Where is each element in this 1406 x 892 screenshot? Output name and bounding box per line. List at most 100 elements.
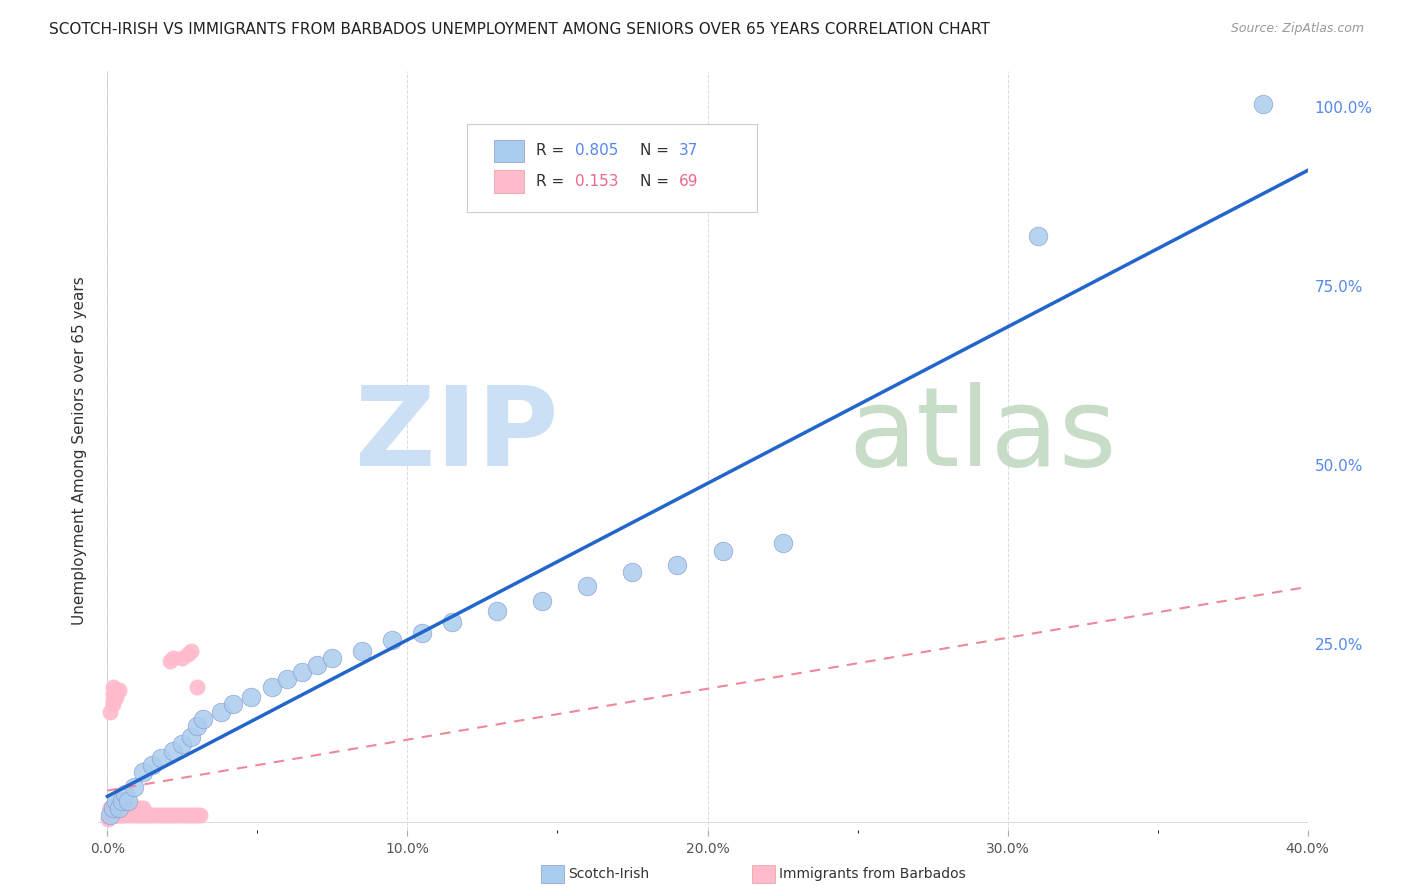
Text: N =: N = — [640, 144, 673, 159]
Point — [222, 698, 245, 712]
Point — [159, 655, 181, 669]
Point — [180, 808, 202, 822]
Point — [186, 808, 208, 822]
Point — [105, 683, 128, 698]
Text: 0.153: 0.153 — [575, 174, 619, 189]
Point — [105, 801, 128, 815]
Point — [100, 808, 122, 822]
Point — [186, 719, 208, 733]
Point — [174, 808, 197, 822]
Point — [124, 801, 146, 815]
Point — [141, 758, 163, 772]
Point — [411, 625, 433, 640]
Point — [138, 808, 160, 822]
Point — [97, 812, 120, 826]
Text: Immigrants from Barbados: Immigrants from Barbados — [779, 867, 966, 881]
Point — [576, 579, 599, 593]
Point — [111, 808, 134, 822]
Point — [159, 808, 181, 822]
Point — [105, 808, 128, 822]
Point — [100, 705, 122, 719]
Point — [100, 808, 122, 822]
Point — [772, 536, 794, 550]
Point — [209, 705, 232, 719]
Point — [150, 751, 173, 765]
Bar — [494, 139, 524, 162]
Point — [124, 808, 146, 822]
Point — [108, 683, 131, 698]
Y-axis label: Unemployment Among Seniors over 65 years: Unemployment Among Seniors over 65 years — [72, 277, 87, 624]
Point — [114, 787, 136, 801]
Point — [531, 593, 554, 607]
Point — [162, 808, 184, 822]
Point — [105, 808, 128, 822]
Point — [132, 808, 155, 822]
Text: atlas: atlas — [848, 382, 1116, 489]
Text: N =: N = — [640, 174, 673, 189]
Point — [276, 673, 298, 687]
Point — [132, 765, 155, 780]
Point — [135, 808, 157, 822]
Point — [162, 651, 184, 665]
Point — [103, 808, 125, 822]
Point — [120, 808, 142, 822]
Point — [105, 690, 128, 705]
Point — [108, 801, 131, 815]
Point — [108, 808, 131, 822]
Point — [111, 801, 134, 815]
Point — [103, 698, 125, 712]
Point — [621, 565, 644, 579]
Point — [1251, 96, 1274, 111]
Point — [666, 558, 689, 572]
Text: 37: 37 — [679, 144, 699, 159]
Point — [148, 808, 170, 822]
Point — [240, 690, 263, 705]
Point — [169, 808, 191, 822]
Point — [127, 801, 149, 815]
Point — [129, 801, 152, 815]
Point — [103, 801, 125, 815]
Point — [177, 648, 200, 662]
Point — [172, 737, 194, 751]
Point — [132, 801, 155, 815]
Point — [111, 794, 134, 808]
Text: Scotch-Irish: Scotch-Irish — [568, 867, 650, 881]
Text: R =: R = — [536, 144, 569, 159]
Point — [103, 808, 125, 822]
Point — [165, 808, 187, 822]
Point — [103, 694, 125, 708]
Point — [103, 687, 125, 701]
Point — [1026, 228, 1049, 243]
Text: SCOTCH-IRISH VS IMMIGRANTS FROM BARBADOS UNEMPLOYMENT AMONG SENIORS OVER 65 YEAR: SCOTCH-IRISH VS IMMIGRANTS FROM BARBADOS… — [49, 22, 990, 37]
Point — [117, 801, 139, 815]
Point — [100, 808, 122, 822]
Point — [105, 801, 128, 815]
Point — [307, 658, 329, 673]
Point — [100, 801, 122, 815]
Point — [98, 808, 121, 822]
Point — [150, 808, 173, 822]
Point — [321, 651, 343, 665]
Point — [103, 801, 125, 815]
Text: ZIP: ZIP — [354, 382, 558, 489]
Point — [145, 808, 167, 822]
Point — [100, 801, 122, 815]
Point — [105, 794, 128, 808]
Text: 69: 69 — [679, 174, 699, 189]
Point — [111, 808, 134, 822]
Point — [193, 712, 215, 726]
FancyBboxPatch shape — [467, 124, 758, 211]
Text: 0.805: 0.805 — [575, 144, 619, 159]
Point — [172, 808, 194, 822]
Bar — [494, 169, 524, 193]
Point — [180, 644, 202, 658]
Point — [127, 808, 149, 822]
Point — [105, 687, 128, 701]
Point — [141, 808, 163, 822]
Point — [162, 744, 184, 758]
Point — [486, 604, 509, 618]
Point — [711, 543, 734, 558]
Point — [156, 808, 179, 822]
Text: R =: R = — [536, 174, 569, 189]
Point — [190, 808, 212, 822]
